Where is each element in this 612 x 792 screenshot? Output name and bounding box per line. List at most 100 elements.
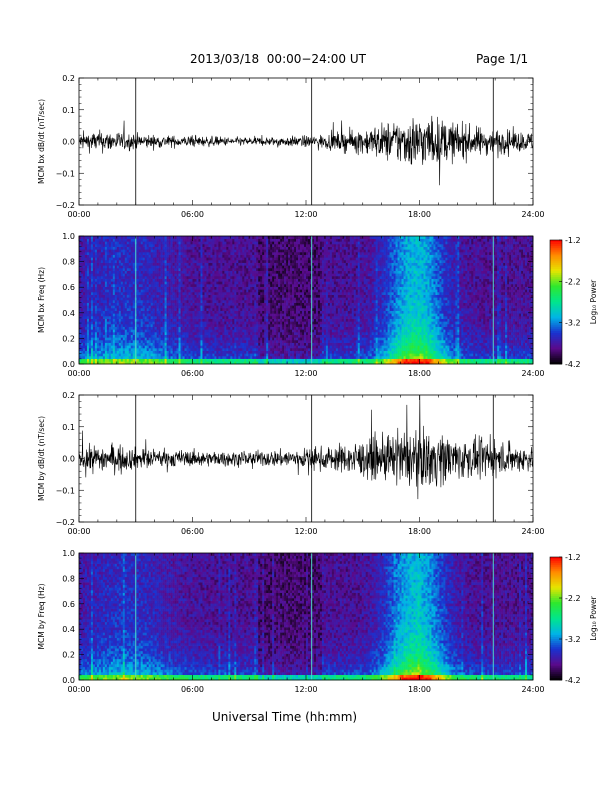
heatmap-cell	[180, 268, 183, 271]
heatmap-cell	[198, 236, 201, 239]
heatmap-cell	[92, 313, 96, 317]
heatmap-cell	[79, 345, 82, 349]
heatmap-cell	[150, 289, 153, 293]
heatmap-cell	[214, 249, 217, 253]
heatmap-cell	[142, 353, 146, 357]
heatmap-cell	[106, 310, 110, 314]
heatmap-cell	[154, 345, 157, 349]
heatmap-cell	[140, 313, 144, 317]
heatmap-cell	[276, 260, 279, 263]
heatmap-cell	[124, 348, 128, 351]
heatmap-cell	[270, 324, 273, 327]
heatmap-cell	[154, 294, 157, 298]
heatmap-cell	[158, 340, 161, 343]
heatmap-cell	[228, 262, 231, 266]
heatmap-cell	[274, 308, 277, 311]
heatmap-cell	[100, 294, 104, 298]
heatmap-cell	[126, 316, 130, 319]
heatmap-cell	[198, 300, 201, 303]
heatmap-cell	[138, 278, 142, 282]
heatmap-cell	[202, 238, 205, 242]
heatmap-cell	[274, 329, 277, 333]
heatmap-cell	[122, 300, 126, 303]
heatmap-cell	[128, 361, 132, 365]
heatmap-cell	[226, 361, 229, 365]
heatmap-cell	[228, 321, 231, 325]
heatmap-cell	[204, 286, 207, 290]
heatmap-cell	[170, 236, 173, 239]
heatmap-cell	[236, 313, 239, 317]
heatmap-cell	[140, 310, 144, 314]
heatmap-cell	[238, 262, 241, 266]
heatmap-cell	[260, 244, 263, 247]
heatmap-cell	[274, 340, 277, 343]
heatmap-cell	[200, 297, 203, 301]
heatmap-cell	[198, 350, 201, 354]
heatmap-cell	[114, 353, 118, 357]
heatmap-cell	[194, 260, 197, 263]
heatmap-cell	[196, 356, 199, 359]
heatmap-cell	[224, 316, 227, 319]
heatmap-cell	[104, 265, 108, 269]
heatmap-cell	[144, 345, 147, 349]
heatmap-cell	[270, 246, 273, 250]
heatmap-cell	[168, 257, 171, 261]
heatmap-cell	[228, 310, 231, 314]
heatmap-cell	[222, 276, 225, 279]
heatmap-cell	[220, 356, 223, 359]
heatmap-cell	[142, 244, 146, 247]
heatmap-cell	[136, 289, 140, 293]
heatmap-cell	[216, 265, 219, 269]
heatmap-cell	[166, 262, 169, 266]
heatmap-cell	[148, 324, 151, 327]
heatmap-cell	[206, 305, 209, 309]
heatmap-cell	[178, 249, 181, 253]
heatmap-cell	[110, 286, 114, 290]
heatmap-cell	[154, 342, 157, 346]
heatmap-cell	[172, 238, 175, 242]
heatmap-cell	[234, 337, 237, 341]
heatmap-cell	[204, 297, 207, 301]
heatmap-cell	[108, 252, 112, 255]
heatmap-cell	[256, 257, 259, 261]
heatmap-cell	[130, 265, 134, 269]
heatmap-cell	[192, 265, 195, 269]
heatmap-cell	[198, 270, 201, 274]
heatmap-cell	[120, 321, 124, 325]
heatmap-cell	[100, 340, 104, 343]
heatmap-cell	[218, 310, 221, 314]
heatmap-cell	[144, 318, 147, 322]
heatmap-cell	[250, 246, 253, 250]
heatmap-cell	[198, 238, 201, 242]
heatmap-cell	[250, 284, 253, 287]
heatmap-cell	[96, 281, 100, 285]
heatmap-cell	[270, 340, 273, 343]
heatmap-cell	[186, 292, 189, 295]
heatmap-cell	[190, 289, 193, 293]
heatmap-cell	[192, 254, 195, 258]
heatmap-cell	[88, 252, 92, 255]
heatmap-cell	[114, 284, 118, 287]
heatmap-cell	[232, 257, 235, 261]
heatmap-cell	[244, 308, 247, 311]
heatmap-cell	[92, 281, 96, 285]
heatmap-cell	[98, 356, 102, 359]
heatmap-cell	[190, 284, 193, 287]
heatmap-cell	[172, 332, 175, 335]
heatmap-cell	[178, 284, 181, 287]
heatmap-cell	[178, 361, 181, 365]
heatmap-cell	[278, 318, 281, 322]
heatmap-cell	[186, 278, 189, 282]
heatmap-cell	[242, 337, 245, 341]
heatmap-cell	[108, 337, 112, 341]
heatmap-cell	[210, 329, 213, 333]
heatmap-cell	[79, 348, 82, 351]
heatmap-cell	[150, 300, 153, 303]
heatmap-cell	[192, 329, 195, 333]
heatmap-cell	[146, 329, 149, 333]
heatmap-cell	[176, 361, 179, 365]
heatmap-cell	[228, 273, 231, 277]
heatmap-cell	[116, 244, 120, 247]
heatmap-cell	[242, 345, 245, 349]
heatmap-cell	[158, 260, 161, 263]
